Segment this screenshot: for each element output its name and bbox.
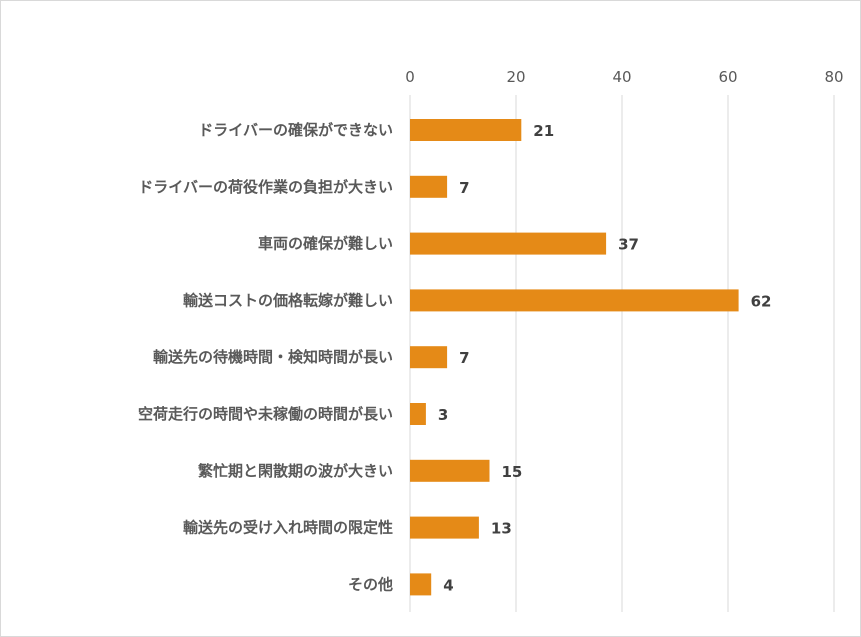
x-tick-label: 40 (612, 68, 631, 86)
category-labels: ドライバーの確保ができないドライバーの荷役作業の負担が大きい車両の確保が難しい輸… (138, 121, 393, 593)
bar (410, 516, 479, 539)
bar (410, 119, 522, 141)
data-label: 13 (491, 520, 512, 538)
data-label: 7 (459, 179, 469, 197)
x-tick-label: 80 (824, 68, 843, 86)
category-label: ドライバーの荷役作業の負担が大きい (138, 178, 393, 196)
data-label: 3 (438, 406, 448, 424)
category-label: 車両の確保が難しい (258, 235, 393, 253)
category-label: ドライバーの確保ができない (198, 121, 393, 139)
bar (410, 346, 448, 369)
bar (410, 573, 432, 596)
bars (410, 119, 739, 596)
category-label: 繁忙期と閑散期の波が大きい (197, 462, 393, 480)
x-axis-ticks: 0 20 40 60 80 (405, 68, 843, 86)
data-label: 62 (751, 292, 772, 310)
data-labels: 21 7 37 62 7 3 15 13 4 (438, 122, 772, 594)
category-label: その他 (348, 575, 393, 593)
bar (410, 459, 490, 482)
data-label: 21 (533, 122, 554, 140)
bar (410, 289, 739, 312)
category-label: 輸送コストの価格転嫁が難しい (183, 291, 393, 309)
bar (410, 175, 448, 198)
data-label: 4 (443, 576, 453, 594)
data-label: 7 (459, 349, 469, 367)
category-label: 空荷走行の時間や未稼働の時間が長い (138, 405, 393, 423)
bar (410, 232, 607, 255)
data-label: 37 (618, 236, 639, 254)
category-label: 輸送先の待機時間・検知時間が長い (153, 348, 393, 366)
x-tick-label: 60 (718, 68, 737, 86)
x-tick-label: 20 (506, 68, 525, 86)
bar (410, 403, 426, 425)
category-label: 輸送先の受け入れ時間の限定性 (183, 519, 393, 537)
data-label: 15 (502, 463, 523, 481)
x-tick-label: 0 (405, 68, 415, 86)
